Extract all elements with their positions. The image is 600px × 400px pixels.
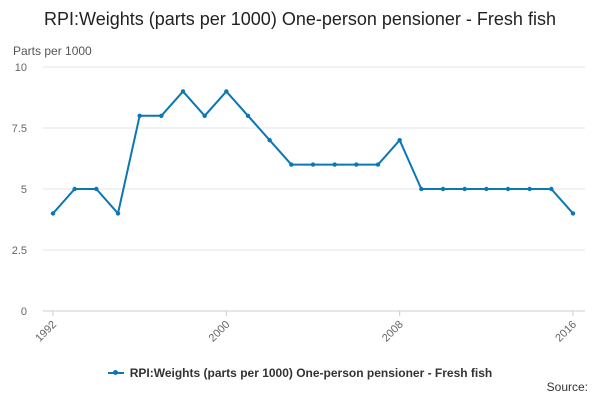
- data-point: [505, 186, 511, 192]
- data-point: [94, 186, 99, 192]
- legend[interactable]: RPI:Weights (parts per 1000) One-person …: [60, 366, 540, 380]
- data-point: [159, 113, 164, 119]
- data-point: [462, 186, 467, 192]
- data-point: [115, 211, 121, 216]
- data-point: [137, 113, 142, 119]
- x-tick-label: 2016: [553, 319, 579, 345]
- data-point: [180, 89, 186, 94]
- data-point: [332, 162, 337, 167]
- y-tick-label: 2.5: [12, 245, 27, 257]
- y-axis-label: Parts per 1000: [13, 44, 92, 58]
- data-point: [224, 89, 229, 94]
- legend-swatch-icon: [107, 368, 124, 378]
- data-point: [570, 211, 576, 216]
- source-label: Source:: [546, 380, 588, 394]
- data-point: [440, 186, 446, 192]
- data-point: [527, 186, 532, 192]
- data-point: [202, 113, 207, 119]
- data-point: [267, 138, 272, 143]
- y-tick-label: 0: [21, 306, 27, 318]
- data-point: [419, 186, 424, 192]
- x-tick-label: 2008: [380, 319, 406, 345]
- x-tick-label: 2000: [207, 319, 233, 345]
- data-point: [549, 186, 554, 192]
- data-point: [245, 113, 251, 119]
- chart-title: RPI:Weights (parts per 1000) One-person …: [44, 9, 556, 29]
- data-point: [375, 162, 381, 167]
- legend-label: RPI:Weights (parts per 1000) One-person …: [129, 366, 493, 380]
- y-tick-label: 10: [15, 62, 27, 74]
- data-point: [484, 186, 489, 192]
- data-point: [72, 186, 77, 192]
- y-tick-label: 5: [21, 184, 27, 196]
- data-point: [397, 138, 402, 143]
- data-point: [50, 211, 56, 216]
- series-line: [52, 90, 574, 215]
- data-point: [310, 162, 316, 167]
- y-tick-label: 7.5: [12, 123, 27, 135]
- data-point: [289, 162, 294, 167]
- data-point: [354, 162, 359, 167]
- x-tick-label: 1992: [33, 319, 59, 345]
